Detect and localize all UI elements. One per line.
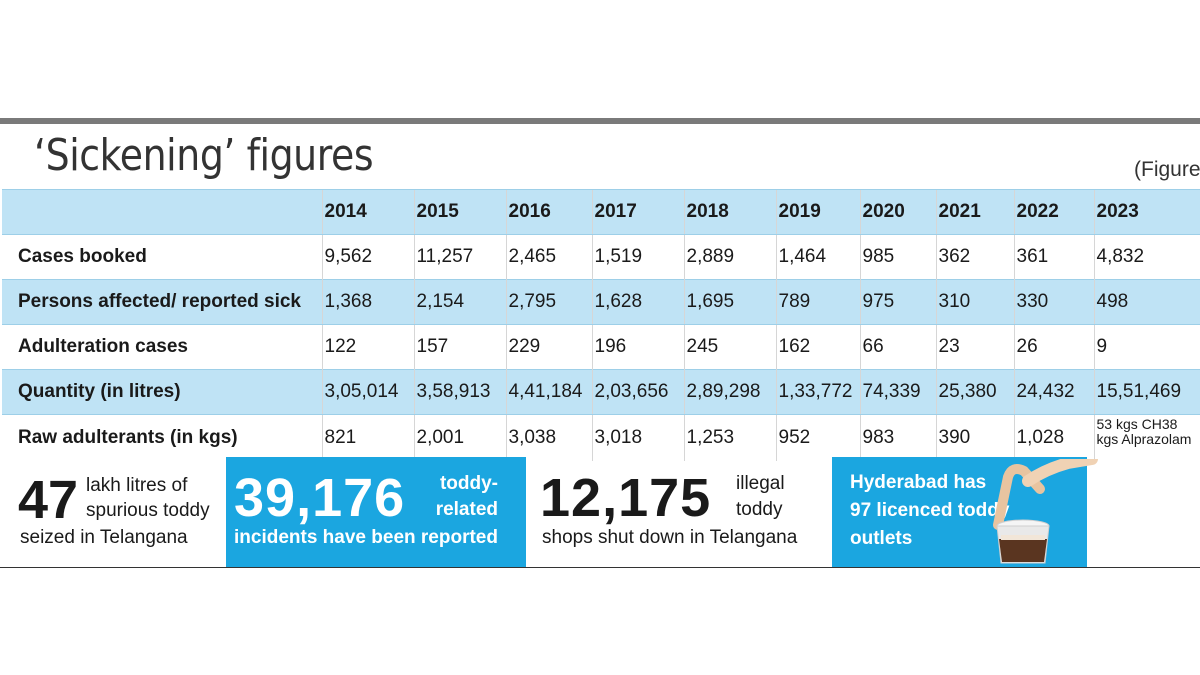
table-cell: 4,41,184 [505, 369, 592, 415]
page-title: ‘Sickening’ figures [34, 130, 374, 181]
table-cell: 157 [413, 324, 506, 370]
stat-text: Hyderabad has 97 licenced toddy outlets [850, 472, 1010, 549]
year-header: 2020 [859, 189, 936, 235]
bottom-rule [0, 567, 1200, 568]
stat-number: 47 [18, 470, 79, 530]
table-cell: 2,465 [505, 234, 592, 280]
row-label: Raw adulterants (in kgs) [18, 427, 238, 448]
row-label: Quantity (in litres) [2, 369, 322, 415]
table-cell: 2,89,298 [683, 369, 776, 415]
year-header: 2018 [683, 189, 776, 235]
stat-text: shops shut down in Telangana [542, 527, 798, 548]
table-cell: 122 [321, 324, 414, 370]
table-cell: 2,03,656 [591, 369, 684, 415]
table-header-row: 2014 2015 2016 2017 2018 2019 2020 2021 … [2, 189, 1200, 235]
table-cell: 24,432 [1013, 369, 1094, 415]
stat-seized: 47 lakh litres of spurious toddy seized … [0, 457, 226, 567]
stat-text: toddy-related [435, 473, 498, 520]
table-cell: 362 [935, 234, 1014, 280]
table-cell: 2,154 [413, 279, 506, 325]
table-cell: 1,695 [683, 279, 776, 325]
stat-number: 12,175 [540, 468, 712, 528]
table-row: Raw adulterants (in kgs) 821 2,001 3,038… [2, 414, 1200, 461]
stat-text: incidents have been reported [234, 527, 498, 548]
table-cell: 310 [935, 279, 1014, 325]
stat-incidents: 39,176 toddy-related incidents have been… [226, 457, 526, 567]
table-cell: 983 [859, 414, 936, 461]
table-cell: 390 [935, 414, 1014, 461]
year-header: 2022 [1013, 189, 1094, 235]
table-cell: 3,58,913 [413, 369, 506, 415]
table-cell: 25,380 [935, 369, 1014, 415]
table-cell: 162 [775, 324, 860, 370]
table-row: Cases booked 9,562 11,257 2,465 1,519 2,… [2, 234, 1200, 280]
year-header: 2016 [505, 189, 592, 235]
table-cell: 975 [859, 279, 936, 325]
table-cell: 3,05,014 [321, 369, 414, 415]
table-cell: 330 [1013, 279, 1094, 325]
table-row: Persons affected/ reported sick 1,368 2,… [2, 279, 1200, 325]
figures-note: (Figure [1134, 158, 1200, 181]
header-empty [2, 189, 322, 235]
table-cell: 821 [321, 414, 414, 461]
table-cell: 3,018 [591, 414, 684, 461]
table-cell: 4,832 [1093, 234, 1200, 280]
table-cell: 11,257 [413, 234, 506, 280]
table-cell: 9 [1093, 324, 1200, 370]
table-cell: 498 [1093, 279, 1200, 325]
table-cell: 23 [935, 324, 1014, 370]
stat-text: seized in Telangana [20, 527, 188, 548]
table-cell: 53 kgs CH38 kgs Alprazolam [1093, 414, 1200, 461]
table-cell: 1,33,772 [775, 369, 860, 415]
stat-outlets: Hyderabad has 97 licenced toddy outlets [832, 457, 1098, 567]
row-label: Adulteration cases [18, 336, 188, 357]
table-cell: 2,889 [683, 234, 776, 280]
table-cell: 1,028 [1013, 414, 1094, 461]
table-cell: 2,001 [413, 414, 506, 461]
table-cell: 789 [775, 279, 860, 325]
table-cell: 1,253 [683, 414, 776, 461]
table-cell: 1,368 [321, 279, 414, 325]
table-cell: 9,562 [321, 234, 414, 280]
table-cell: 2,795 [505, 279, 592, 325]
table-cell: 985 [859, 234, 936, 280]
stat-text: illegal toddy [736, 473, 785, 520]
table-cell: 1,464 [775, 234, 860, 280]
table-cell: 1,519 [591, 234, 684, 280]
table-cell: 66 [859, 324, 936, 370]
table-row: Adulteration cases 122 157 229 196 245 1… [2, 324, 1200, 370]
top-rule [0, 118, 1200, 124]
stat-shops: 12,175 illegal toddy shops shut down in … [526, 457, 832, 567]
row-label: Persons affected/ reported sick [2, 279, 322, 325]
glass-illustration-icon [993, 459, 1098, 564]
year-header: 2019 [775, 189, 860, 235]
table-cell: 3,038 [505, 414, 592, 461]
year-header: 2017 [591, 189, 684, 235]
year-header: 2021 [935, 189, 1014, 235]
table-cell: 15,51,469 [1093, 369, 1200, 415]
table-cell: 74,339 [859, 369, 936, 415]
row-label: Cases booked [18, 246, 147, 267]
stat-text: lakh litres of spurious toddy [86, 475, 210, 521]
table-cell: 1,628 [591, 279, 684, 325]
table-cell: 229 [505, 324, 592, 370]
table-cell: 361 [1013, 234, 1094, 280]
stats-strip: 47 lakh litres of spurious toddy seized … [0, 457, 1200, 569]
table-row: Quantity (in litres) 3,05,014 3,58,913 4… [2, 369, 1200, 415]
table-cell: 26 [1013, 324, 1094, 370]
table-cell: 245 [683, 324, 776, 370]
table-cell: 952 [775, 414, 860, 461]
stat-number: 39,176 [234, 468, 406, 528]
data-table: 2014 2015 2016 2017 2018 2019 2020 2021 … [2, 189, 1200, 461]
table-cell: 196 [591, 324, 684, 370]
year-header: 2015 [413, 189, 506, 235]
year-header: 2023 [1093, 189, 1200, 235]
year-header: 2014 [321, 189, 414, 235]
